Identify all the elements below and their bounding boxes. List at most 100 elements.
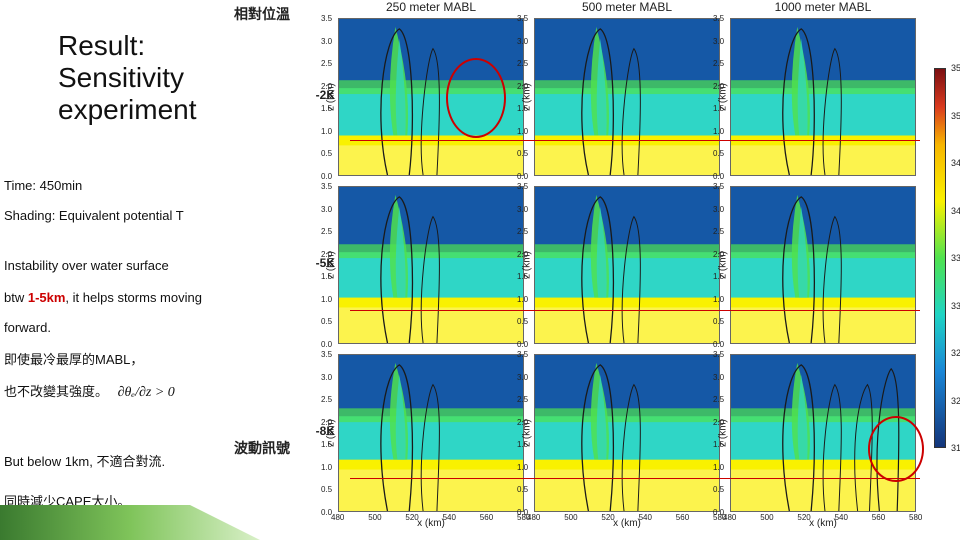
annotation-ellipse <box>446 58 506 138</box>
y-tick: 2.5 <box>321 227 332 236</box>
y-tick: 3.5 <box>713 350 724 359</box>
y-tick: 2.0 <box>321 250 332 259</box>
y-tick: 3.0 <box>321 37 332 46</box>
y-tick: 3.5 <box>713 14 724 23</box>
y-tick: 2.5 <box>517 227 528 236</box>
y-tick: 2.5 <box>517 59 528 68</box>
col-title-500: 500 meter MABL <box>534 0 720 14</box>
colorbar <box>934 68 946 448</box>
accent-decoration <box>0 505 260 540</box>
x-tick: 500 <box>368 513 381 522</box>
y-tick: 1.0 <box>517 295 528 304</box>
y-tick: 2.5 <box>713 227 724 236</box>
formula-text: ∂θₑ/∂z > 0 <box>118 385 175 400</box>
x-tick: 480 <box>723 513 736 522</box>
text-below: But below 1km, 不適合對流. <box>4 454 165 471</box>
col-title-250: 250 meter MABL <box>338 0 524 14</box>
x-axis-label: x (km) <box>809 518 837 529</box>
title-line-1: Result: <box>58 30 197 62</box>
panel-r1-c2: z (km)0.00.51.01.52.02.53.03.5 <box>730 186 916 344</box>
y-tick: 3.0 <box>713 205 724 214</box>
panel-r1-c1: z (km)0.00.51.01.52.02.53.03.5 <box>534 186 720 344</box>
y-tick: 2.5 <box>713 59 724 68</box>
y-tick: 1.0 <box>713 463 724 472</box>
panel-r2-c0: z (km)0.00.51.01.52.02.53.03.5x (km)4805… <box>338 354 524 512</box>
x-tick: 520 <box>601 513 614 522</box>
colorbar-tick: 340 <box>951 206 960 216</box>
annotation-wave-signal: 波動訊號 <box>234 438 290 458</box>
x-tick: 500 <box>760 513 773 522</box>
x-tick: 580 <box>909 513 922 522</box>
colorbar-tick: 330 <box>951 301 960 311</box>
text-cn1: 即使最冷最厚的MABL， <box>4 352 143 369</box>
text-forward: forward. <box>4 320 51 337</box>
y-tick: 0.5 <box>517 149 528 158</box>
y-tick: 0.0 <box>517 340 528 349</box>
y-tick: 0.0 <box>713 172 724 181</box>
colorbar-tick: 320 <box>951 396 960 406</box>
btw-range: 1-5km <box>28 290 66 305</box>
page-title: Result: Sensitivity experiment <box>58 30 197 127</box>
y-tick: 3.5 <box>517 14 528 23</box>
y-tick: 1.5 <box>321 104 332 113</box>
x-tick: 560 <box>676 513 689 522</box>
red-guideline <box>350 478 920 479</box>
y-tick: 1.5 <box>321 272 332 281</box>
y-tick: 2.0 <box>321 82 332 91</box>
text-cn2: 也不改變其強度。 ∂θₑ/∂z > 0 <box>4 384 175 402</box>
y-tick: 0.5 <box>517 317 528 326</box>
y-tick: 0.0 <box>321 172 332 181</box>
y-tick: 2.0 <box>517 418 528 427</box>
y-tick: 3.0 <box>517 37 528 46</box>
x-axis-label: x (km) <box>417 518 445 529</box>
y-tick: 0.5 <box>321 317 332 326</box>
y-tick: 1.0 <box>517 127 528 136</box>
y-tick: 0.5 <box>517 485 528 494</box>
y-tick: 3.0 <box>321 205 332 214</box>
colorbar-tick: 345 <box>951 158 960 168</box>
y-tick: 0.5 <box>713 485 724 494</box>
y-tick: 1.0 <box>321 127 332 136</box>
y-tick: 1.5 <box>321 440 332 449</box>
colorbar-tick: 335 <box>951 253 960 263</box>
text-time: Time: 450min <box>4 178 82 195</box>
y-tick: 2.5 <box>517 395 528 404</box>
y-tick: 3.0 <box>713 373 724 382</box>
y-tick: 2.0 <box>321 418 332 427</box>
panel-r1-c0: z (km)0.00.51.01.52.02.53.03.5 <box>338 186 524 344</box>
y-tick: 2.0 <box>713 82 724 91</box>
y-tick: 3.0 <box>517 373 528 382</box>
annotation-ellipse <box>868 416 924 482</box>
y-tick: 2.0 <box>517 82 528 91</box>
x-tick: 520 <box>797 513 810 522</box>
title-line-2: Sensitivity <box>58 62 197 94</box>
colorbar-tick: 350 <box>951 111 960 121</box>
x-tick: 560 <box>872 513 885 522</box>
x-tick: 480 <box>331 513 344 522</box>
x-tick: 560 <box>480 513 493 522</box>
y-tick: 2.5 <box>321 59 332 68</box>
text-instability: Instability over water surface <box>4 258 169 275</box>
y-tick: 3.5 <box>321 14 332 23</box>
y-tick: 1.0 <box>321 463 332 472</box>
y-tick: 2.0 <box>713 418 724 427</box>
y-tick: 3.5 <box>517 350 528 359</box>
y-tick: 0.5 <box>713 317 724 326</box>
y-tick: 0.0 <box>517 172 528 181</box>
btw-post: , it helps storms moving <box>65 290 202 305</box>
y-tick: 1.5 <box>713 440 724 449</box>
y-tick: 3.5 <box>321 350 332 359</box>
panel-r0-c2: z (km)0.00.51.01.52.02.53.03.5 <box>730 18 916 176</box>
y-tick: 0.5 <box>713 149 724 158</box>
text-btw: btw 1-5km, it helps storms moving <box>4 290 202 307</box>
y-tick: 3.5 <box>321 182 332 191</box>
y-tick: 1.0 <box>713 295 724 304</box>
panel-r0-c1: z (km)0.00.51.01.52.02.53.03.5 <box>534 18 720 176</box>
x-tick: 540 <box>443 513 456 522</box>
btw-pre: btw <box>4 290 28 305</box>
y-tick: 3.0 <box>321 373 332 382</box>
x-tick: 520 <box>405 513 418 522</box>
annotation-relative-pt: 相對位溫 <box>234 4 290 24</box>
y-tick: 2.0 <box>713 250 724 259</box>
x-tick: 500 <box>564 513 577 522</box>
